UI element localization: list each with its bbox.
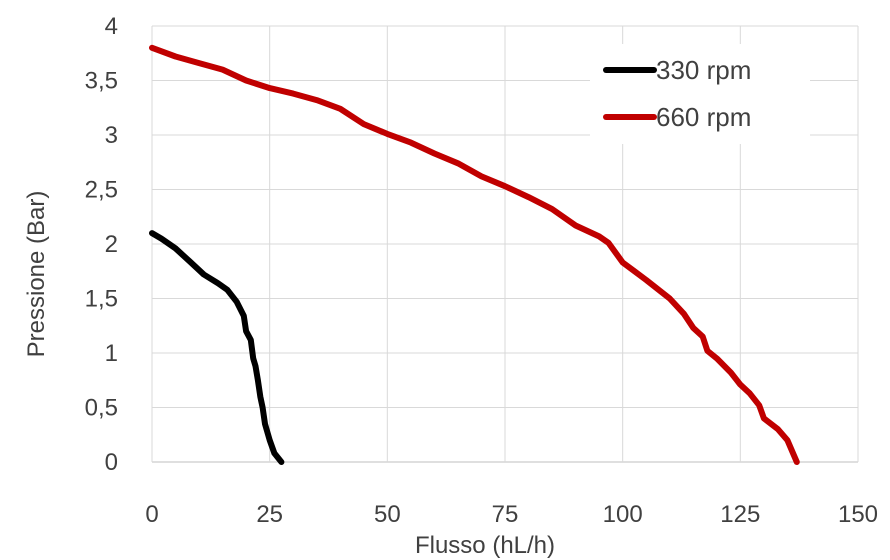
y-tick-label: 0 xyxy=(105,449,118,476)
y-axis-title: Pressione (Bar) xyxy=(23,191,50,358)
y-tick-label: 4 xyxy=(105,13,118,40)
tick-labels: 0 0,5 1 1,5 2 2,5 3 3,5 4 0 25 50 75 100 125 150 xyxy=(85,13,878,528)
y-tick-label: 1,5 xyxy=(85,286,118,313)
x-tick-label: 150 xyxy=(838,501,878,528)
y-tick-label: 0,5 xyxy=(85,395,118,422)
x-tick-label: 0 xyxy=(145,501,158,528)
x-tick-label: 125 xyxy=(720,501,760,528)
legend-label: 330 rpm xyxy=(656,55,751,85)
series-line-1 xyxy=(149,230,285,465)
x-axis-title: Flusso (hL/h) xyxy=(415,532,555,559)
x-tick-label: 50 xyxy=(374,501,401,528)
y-tick-label: 3 xyxy=(105,122,118,149)
legend-label: 660 rpm xyxy=(656,102,751,132)
y-tick-label: 2,5 xyxy=(85,177,118,204)
x-tick-label: 100 xyxy=(603,501,643,528)
x-tick-label: 25 xyxy=(256,501,283,528)
x-tick-label: 75 xyxy=(492,501,519,528)
series-layer xyxy=(149,44,800,465)
y-tick-label: 3,5 xyxy=(85,68,118,95)
legend-background xyxy=(590,44,810,144)
gridlines xyxy=(151,25,859,463)
y-tick-label: 2 xyxy=(105,231,118,258)
series-line-2 xyxy=(149,44,800,465)
y-tick-label: 1 xyxy=(105,340,118,367)
legend: 330 rpm 660 rpm xyxy=(590,44,810,144)
